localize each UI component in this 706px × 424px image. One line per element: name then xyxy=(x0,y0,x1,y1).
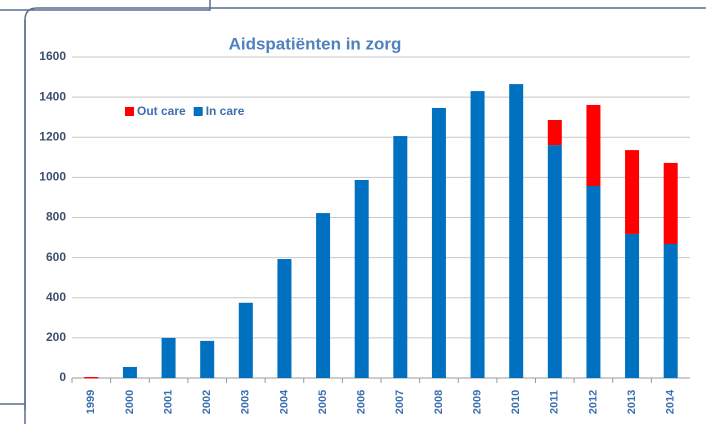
bar-segment xyxy=(122,366,137,378)
bar-segment xyxy=(316,213,331,378)
legend-label: Out care xyxy=(137,104,186,118)
x-tick-label: 2004 xyxy=(278,389,290,414)
bar-segment xyxy=(277,259,292,378)
y-tick-label: 1200 xyxy=(39,129,66,143)
y-tick-label: 800 xyxy=(46,210,66,224)
x-tick-label: 2000 xyxy=(124,390,136,414)
bar-segment xyxy=(547,145,562,378)
chart-title: Aidspatiënten in zorg xyxy=(229,34,402,53)
legend-swatch xyxy=(193,107,203,116)
y-tick-label: 600 xyxy=(46,250,66,264)
bar-segment xyxy=(509,84,524,378)
y-tick-label: 1000 xyxy=(39,170,66,184)
bar-segment xyxy=(586,104,601,187)
x-tick-label: 2010 xyxy=(510,390,522,414)
bar-segment xyxy=(663,243,678,378)
x-tick-label: 2005 xyxy=(317,390,329,414)
frame xyxy=(0,0,706,410)
x-tick-label: 1999 xyxy=(85,390,97,414)
bar-segment xyxy=(84,376,99,379)
x-tick-label: 2011 xyxy=(549,390,561,414)
x-tick-label: 2012 xyxy=(587,390,599,414)
bar-segment xyxy=(625,150,640,234)
y-tick-label: 0 xyxy=(59,370,66,384)
x-tick-label: 2009 xyxy=(471,390,483,414)
legend-label: In care xyxy=(206,104,245,118)
x-tick-label: 2003 xyxy=(240,390,252,414)
bar-segment xyxy=(431,107,446,379)
x-tick-label: 2014 xyxy=(665,389,677,414)
y-tick-label: 400 xyxy=(46,290,66,304)
bar-segment xyxy=(354,179,369,378)
bar-segment xyxy=(238,302,253,378)
y-tick-label: 200 xyxy=(46,330,66,344)
bar-segment xyxy=(625,233,640,378)
bar-segment xyxy=(393,136,408,378)
bar-segment xyxy=(161,337,176,378)
y-tick-label: 1600 xyxy=(39,49,66,63)
y-tick-label: 1400 xyxy=(39,89,66,103)
x-tick-label: 2008 xyxy=(433,390,445,414)
x-tick-label: 2001 xyxy=(162,390,174,414)
bar-segment xyxy=(470,91,485,378)
x-tick-label: 2007 xyxy=(394,390,406,414)
x-tick-label: 2013 xyxy=(626,390,638,414)
x-tick-label: 2006 xyxy=(356,390,368,414)
bar-segment xyxy=(586,186,601,378)
bar-segment xyxy=(663,162,678,244)
legend-swatch xyxy=(125,107,134,116)
x-tick-label: 2002 xyxy=(201,390,213,414)
bar-segment xyxy=(547,119,562,146)
bar-segment xyxy=(200,340,215,378)
